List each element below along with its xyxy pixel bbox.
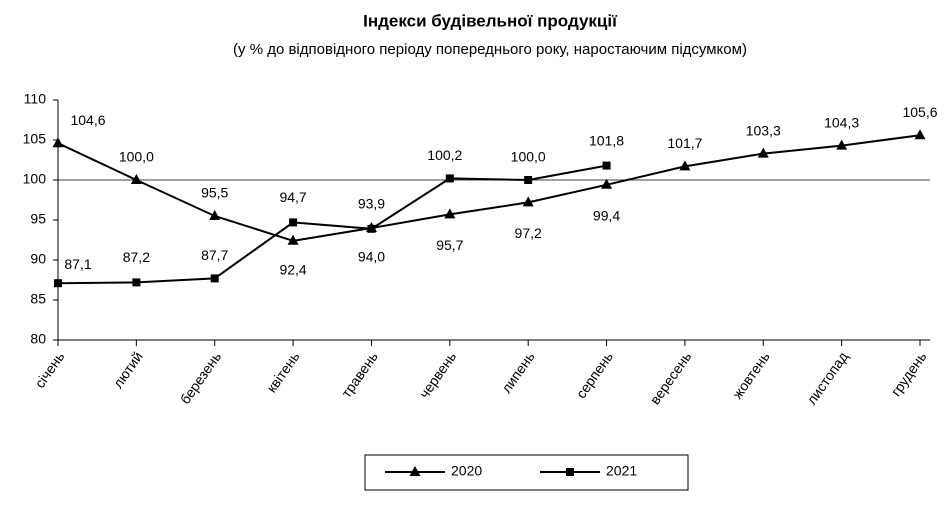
- y-tick-label: 100: [23, 171, 47, 187]
- x-tick-label: липень: [498, 349, 538, 396]
- marker: [914, 129, 926, 140]
- data-label: 105,6: [902, 104, 937, 120]
- marker: [444, 208, 456, 219]
- chart-subtitle: (у % до відповідного періоду попередньог…: [233, 41, 747, 58]
- marker: [130, 174, 142, 184]
- data-label: 100,2: [427, 147, 462, 163]
- x-tick-label: жовтень: [729, 349, 773, 402]
- x-tick-label: грудень: [888, 349, 930, 399]
- data-label: 97,2: [515, 225, 542, 241]
- y-tick-label: 80: [30, 331, 46, 347]
- data-label: 103,3: [746, 122, 781, 138]
- marker: [210, 274, 219, 283]
- data-label: 100,0: [511, 149, 546, 165]
- chart-title: Індекси будівельної продукції: [363, 11, 618, 30]
- marker: [566, 468, 574, 476]
- legend-label: 2020: [451, 463, 482, 479]
- y-tick-label: 85: [30, 291, 46, 307]
- marker: [287, 234, 299, 245]
- marker: [409, 466, 421, 476]
- series-line: [57, 164, 607, 285]
- x-tick-label: лютий: [110, 349, 146, 391]
- data-label: 95,7: [436, 237, 463, 253]
- marker: [289, 218, 298, 227]
- marker: [445, 174, 454, 183]
- data-label: 92,4: [279, 262, 306, 278]
- data-label: 87,1: [64, 256, 91, 272]
- data-label: 101,7: [667, 135, 702, 151]
- data-label: 99,4: [593, 208, 620, 224]
- marker: [836, 139, 848, 150]
- data-label: 94,0: [358, 249, 385, 265]
- data-label: 104,3: [824, 114, 859, 130]
- data-label: 87,7: [201, 247, 228, 263]
- data-label: 93,9: [358, 196, 385, 212]
- x-tick-label: травень: [338, 349, 381, 401]
- x-tick-label: червень: [416, 349, 459, 402]
- marker: [522, 196, 534, 207]
- marker: [52, 137, 64, 148]
- marker: [601, 178, 613, 189]
- y-tick-label: 110: [24, 91, 47, 107]
- x-tick-label: серпень: [573, 349, 616, 402]
- x-tick-label: квітень: [263, 349, 302, 396]
- y-tick-label: 95: [30, 211, 46, 227]
- marker: [757, 147, 769, 158]
- marker: [679, 160, 691, 171]
- marker: [524, 176, 533, 184]
- marker: [602, 161, 611, 170]
- y-tick-label: 90: [30, 251, 46, 267]
- data-label: 87,2: [123, 249, 150, 265]
- x-tick-label: листопад: [803, 349, 851, 408]
- legend-box: [364, 454, 689, 491]
- marker: [54, 279, 62, 288]
- data-label: 101,8: [589, 132, 624, 148]
- x-tick-label: січень: [31, 349, 67, 391]
- data-label: 104,6: [70, 112, 105, 128]
- data-label: 95,5: [201, 185, 228, 201]
- series-line: [57, 134, 921, 242]
- marker: [367, 224, 376, 233]
- x-tick-label: вересень: [647, 349, 695, 408]
- y-tick-label: 105: [23, 131, 47, 147]
- x-tick-label: березень: [177, 349, 225, 407]
- legend-label: 2021: [606, 463, 637, 479]
- marker: [132, 278, 141, 287]
- data-label: 100,0: [119, 149, 154, 165]
- data-label: 94,7: [279, 189, 306, 205]
- marker: [209, 210, 221, 220]
